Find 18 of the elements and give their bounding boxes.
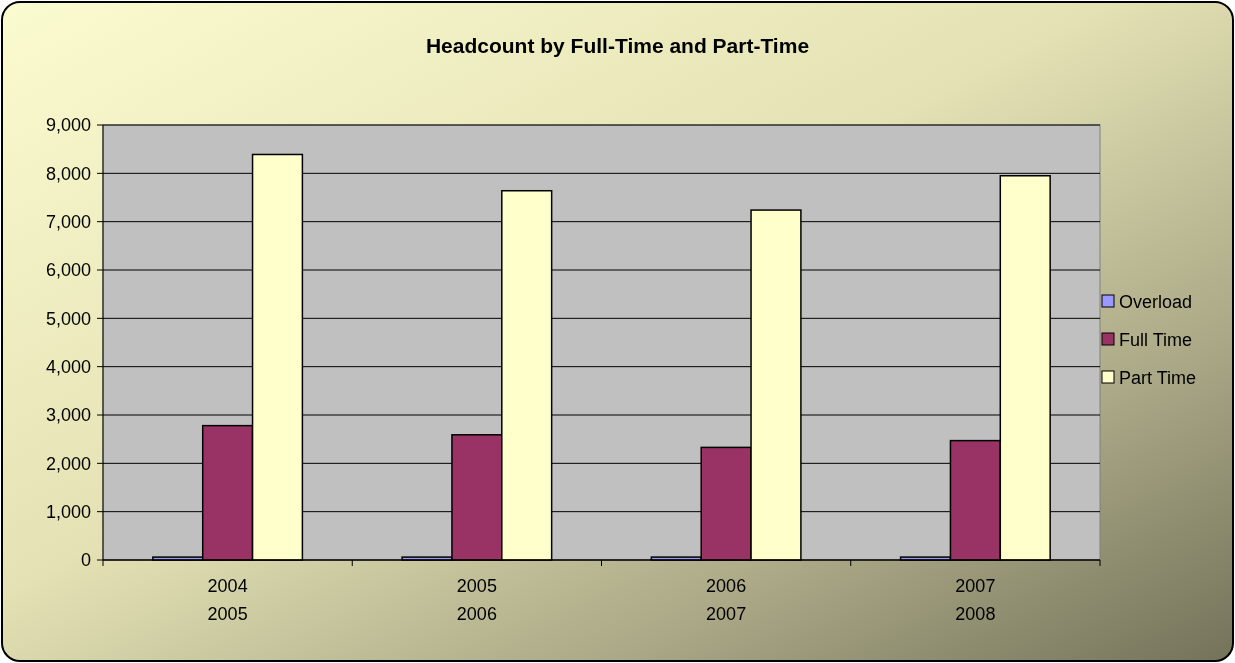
x-tick-label: 2007 2008: [955, 576, 996, 624]
chart-title: Headcount by Full-Time and Part-Time: [425, 34, 810, 57]
y-tick-label: 3,000: [45, 405, 91, 426]
y-tick-label: 9,000: [45, 115, 91, 136]
x-tick-label: 2005 2006: [456, 576, 497, 624]
y-tick-label: 2,000: [45, 453, 91, 474]
legend-label: Full Time: [1119, 330, 1193, 351]
legend-label: Part Time: [1119, 368, 1197, 389]
x-tick-label: 2006 2007: [706, 576, 747, 624]
x-tick-label: 2004 2005: [207, 576, 248, 624]
y-tick-label: 7,000: [45, 211, 91, 232]
y-tick-label: 4,000: [45, 356, 91, 377]
legend-label: Overload: [1119, 292, 1193, 313]
y-tick-label: 6,000: [45, 260, 91, 281]
y-tick-label: 8,000: [45, 163, 91, 184]
y-tick-label: 1,000: [45, 501, 91, 522]
y-tick-label: 0: [80, 550, 91, 571]
y-tick-label: 5,000: [45, 308, 91, 329]
